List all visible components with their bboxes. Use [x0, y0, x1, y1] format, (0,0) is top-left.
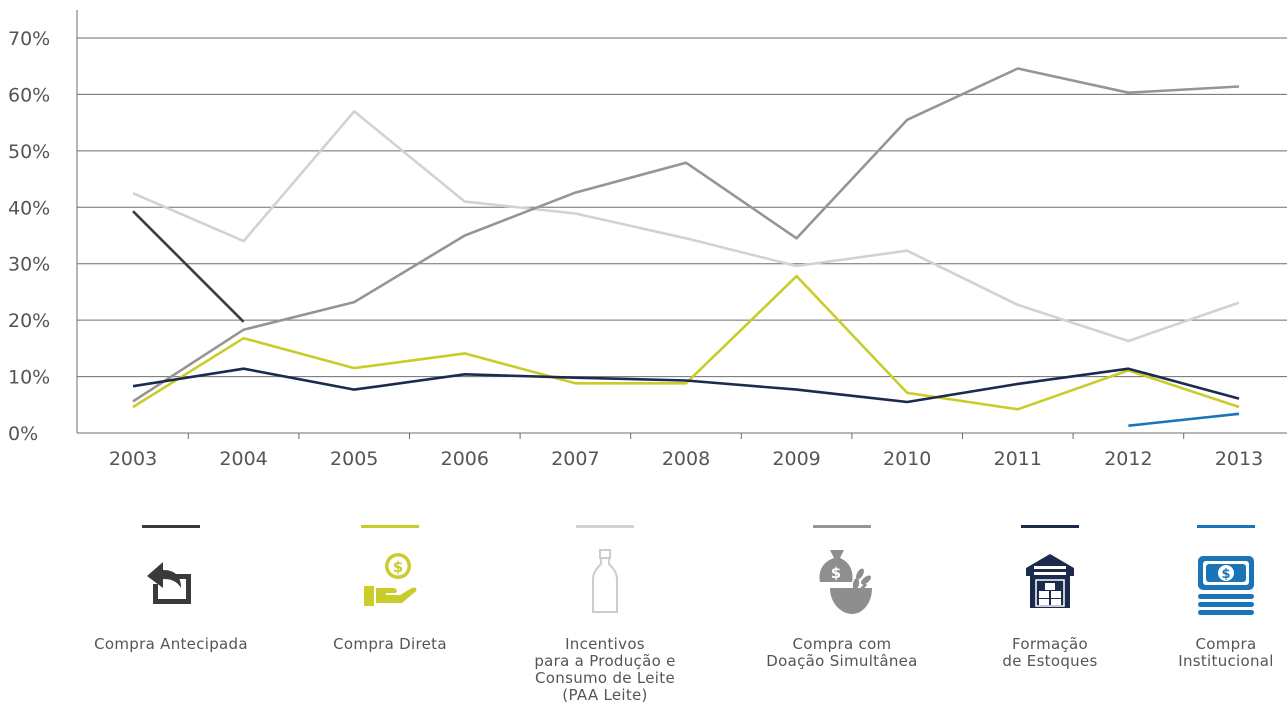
legend: Compra Antecipada $ Compra Direta Incent…	[0, 515, 1287, 715]
line-chart: 0% 10% 20% 30% 40% 50% 60% 70% 2003 2004 2005 2006 2…	[8, 10, 1287, 470]
legend-label-doacao-simultanea: Compra com Doação Simultânea	[766, 635, 918, 670]
x-tick-label: 2012	[1104, 448, 1152, 470]
legend-line-doacao-simultanea	[813, 525, 871, 528]
x-tick-label: 2007	[551, 448, 599, 470]
legend-item-compra-direta: $ Compra Direta	[280, 515, 500, 653]
legend-line-compra-direta	[361, 525, 419, 528]
y-tick-label: 50%	[8, 141, 50, 163]
warehouse-icon	[1026, 554, 1074, 608]
money-bag-grain-icon: $	[819, 550, 872, 614]
y-tick-label: 60%	[8, 84, 50, 106]
legend-label-compra-institucional: Compra Institucional	[1178, 635, 1274, 670]
legend-label-compra-antecipada: Compra Antecipada	[94, 635, 248, 653]
return-arrow-icon	[147, 562, 191, 604]
legend-line-paa-leite	[576, 525, 634, 528]
series-line-institucional	[1128, 412, 1240, 427]
svg-text:$: $	[1221, 567, 1230, 582]
series-line-leite	[132, 110, 1240, 343]
x-tick-label: 2006	[441, 448, 489, 470]
legend-line-formacao-estoques	[1021, 525, 1079, 528]
x-tick-label: 2009	[772, 448, 820, 470]
x-tick-label: 2010	[883, 448, 931, 470]
legend-label-formacao-estoques: Formação de Estoques	[1002, 635, 1098, 670]
milk-bottle-icon	[592, 549, 618, 613]
x-tick-label: 2013	[1215, 448, 1263, 470]
y-tick-label: 40%	[8, 197, 50, 219]
legend-label-paa-leite: Incentivos para a Produção e Consumo de …	[534, 635, 676, 704]
series-line-antecipada	[132, 210, 245, 323]
legend-item-compra-antecipada: Compra Antecipada	[61, 515, 281, 653]
legend-item-formacao-estoques: Formação de Estoques	[940, 515, 1160, 670]
legend-line-compra-institucional	[1197, 525, 1255, 528]
x-tick-label: 2004	[219, 448, 267, 470]
x-tick-label: 2003	[109, 448, 157, 470]
banknotes-icon: $	[1198, 556, 1254, 615]
series-line-estoques	[132, 367, 1240, 404]
legend-item-paa-leite: Incentivos para a Produção e Consumo de …	[495, 515, 715, 704]
legend-item-compra-institucional: $ Compra Institucional	[1116, 515, 1287, 670]
series-line-doacao	[132, 67, 1240, 403]
svg-text:$: $	[393, 558, 403, 576]
series-line-direta	[132, 274, 1240, 411]
x-tick-label: 2008	[662, 448, 710, 470]
y-tick-label: 20%	[8, 310, 50, 332]
svg-text:$: $	[831, 564, 841, 582]
hand-coin-icon: $	[364, 553, 417, 606]
y-tick-label: 10%	[8, 367, 50, 389]
legend-line-compra-antecipada	[142, 525, 200, 528]
y-tick-label: 0%	[8, 423, 38, 445]
legend-label-compra-direta: Compra Direta	[333, 635, 447, 653]
y-tick-label: 30%	[8, 254, 50, 276]
x-tick-label: 2005	[330, 448, 378, 470]
y-tick-label: 70%	[8, 28, 50, 50]
legend-item-doacao-simultanea: $ Compra com Doação Simultânea	[732, 515, 952, 670]
x-tick-label: 2011	[994, 448, 1042, 470]
